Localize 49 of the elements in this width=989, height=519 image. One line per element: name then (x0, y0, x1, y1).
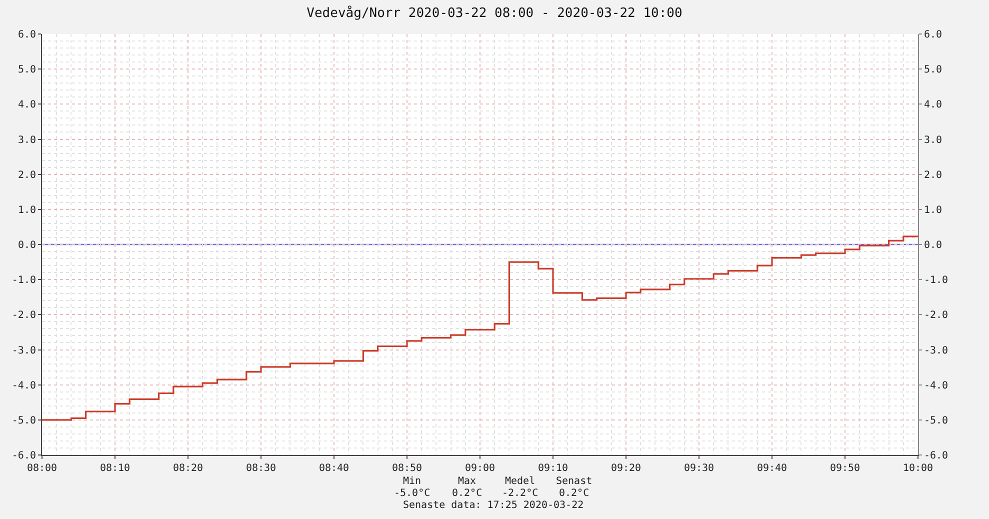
x-tick-label: 09:20 (610, 463, 642, 474)
text: Max (458, 476, 476, 487)
x-tick-label: 09:30 (684, 463, 714, 474)
y2-tick-label: 0.0 (924, 240, 942, 251)
y2-tick-label: 2.0 (924, 170, 942, 181)
x-tick-label: 08:10 (100, 463, 130, 474)
y-tick-label: -1.0 (12, 275, 36, 286)
text: Senast (556, 476, 592, 487)
y2-tick-label: 6.0 (924, 30, 942, 40)
x-tick-label: 08:30 (246, 463, 276, 474)
text: Senaste data: 17:25 2020-03-22 (403, 500, 584, 511)
text: 0.2°C (452, 488, 482, 499)
y2-tick-label: -1.0 (924, 275, 948, 286)
y-tick-label: -4.0 (12, 380, 36, 392)
text: -5.0°C (394, 488, 430, 499)
y2-tick-label: 1.0 (924, 204, 942, 216)
y-tick-label: -3.0 (12, 345, 36, 356)
y-tick-label: 4.0 (18, 100, 36, 111)
x-tick-label: 08:00 (26, 463, 58, 474)
text: -2.2°C (502, 488, 538, 499)
y-tick-label: 3.0 (18, 134, 36, 146)
y2-tick-label: -2.0 (924, 310, 948, 322)
x-tick-label: 08:40 (318, 463, 350, 474)
y2-tick-label: 5.0 (924, 64, 942, 76)
x-tick-label: 09:10 (538, 463, 568, 474)
text: 0.2°C (559, 488, 590, 499)
y-tick-label: 2.0 (18, 170, 36, 181)
y2-tick-label: 3.0 (924, 134, 942, 146)
text: Min (403, 476, 422, 487)
y-tick-label: 6.0 (18, 30, 36, 40)
x-tick-label: 09:50 (830, 463, 860, 474)
chart-title: Vedevåg/Norr 2020-03-22 08:00 - 2020-03-22 10:00 (306, 5, 682, 22)
x-tick-label: 09:00 (464, 463, 496, 474)
y2-tick-label: -5.0 (924, 415, 948, 426)
x-tick-label: 09:40 (756, 463, 788, 474)
y-tick-label: -5.0 (12, 415, 36, 426)
y-tick-label: -6.0 (12, 450, 36, 462)
y-tick-label: -2.0 (12, 310, 36, 322)
x-tick-label: 08:50 (392, 463, 422, 474)
text: Medel (505, 476, 536, 487)
y-tick-label: 5.0 (18, 64, 36, 76)
y2-tick-label: -4.0 (924, 380, 948, 392)
y2-tick-label: -3.0 (924, 345, 948, 356)
y-tick-label: 1.0 (18, 204, 36, 216)
x-tick-label: 08:20 (172, 463, 204, 474)
y-tick-label: 0.0 (18, 240, 36, 251)
y2-tick-label: -6.0 (924, 450, 948, 462)
y2-tick-label: 4.0 (924, 100, 942, 111)
x-tick-label: 10:00 (902, 463, 934, 474)
